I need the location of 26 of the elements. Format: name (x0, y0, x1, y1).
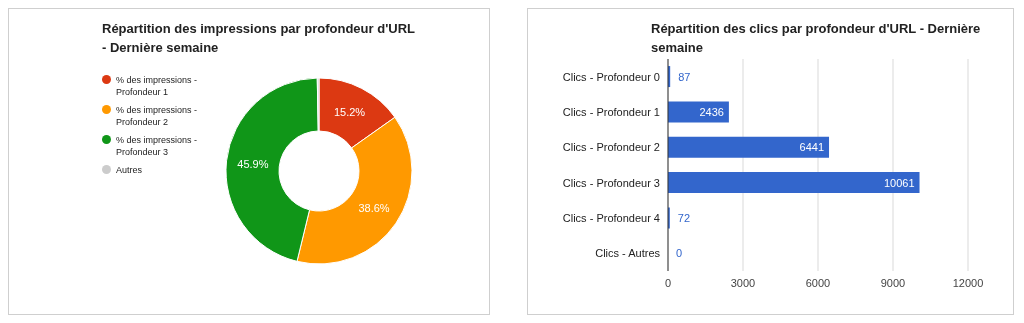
data-label: 0 (676, 247, 683, 260)
x-tick-label: 3000 (730, 276, 756, 289)
data-label: 15.2% (333, 105, 366, 118)
data-label: 38.6% (358, 202, 390, 215)
x-tick-label: 0 (664, 276, 672, 289)
legend-label: % des impressions - Profondeur 2 (116, 104, 199, 128)
data-label: 87 (678, 70, 691, 83)
y-tick-label: Clics - Profondeur 3 (562, 176, 660, 189)
y-tick-label: Clics - Profondeur 0 (562, 70, 660, 83)
data-label: 72 (677, 212, 691, 224)
legend-label: % des impressions - Profondeur 1 (116, 74, 199, 98)
data-label: 10061 (883, 176, 915, 189)
data-label: 6441 (799, 141, 825, 154)
x-tick-label: 6000 (805, 276, 831, 289)
y-tick-label: Clics - Profondeur 4 (562, 211, 660, 224)
data-label: 45.9% (237, 157, 269, 170)
legend-label: Autres (116, 164, 143, 176)
x-tick-label: 12000 (952, 276, 984, 289)
y-tick-label: Clics - Autres (595, 247, 661, 260)
x-tick-label: 9000 (880, 276, 906, 289)
y-tick-label: Clics - Profondeur 2 (562, 141, 660, 154)
legend-label: % des impressions - Profondeur 3 (116, 134, 199, 158)
data-label: 2436 (699, 106, 724, 118)
y-tick-label: Clics - Profondeur 1 (562, 105, 660, 118)
chart-title: Répartition des clics par profondeur d'URL - Dernière semaine (651, 20, 981, 57)
chart-title: Répartition des impressions par profondeur d'URL - Dernière semaine (102, 20, 416, 57)
